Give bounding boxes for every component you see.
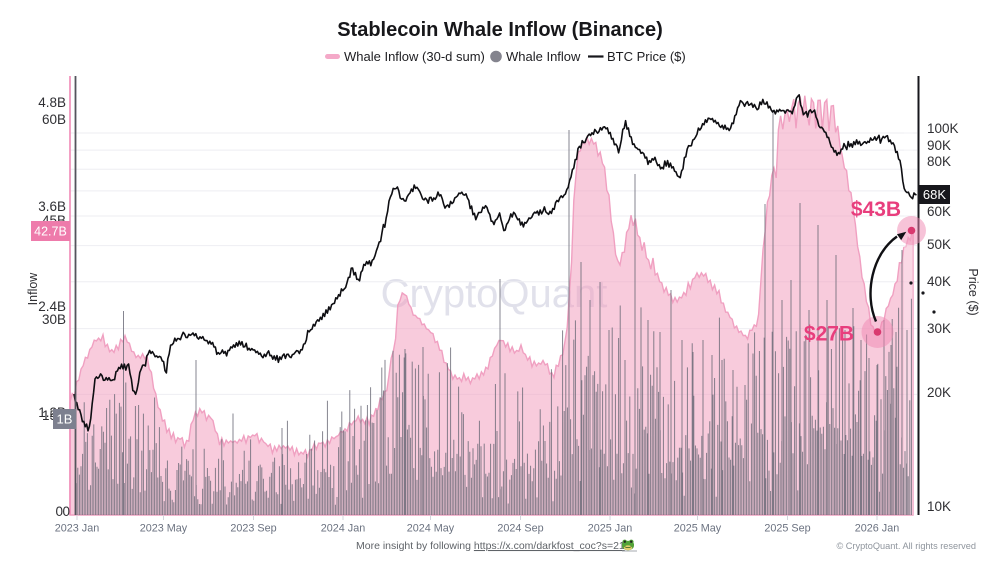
svg-text:68K: 68K	[923, 187, 946, 202]
svg-text:Inflow: Inflow	[26, 272, 40, 306]
svg-text:1B: 1B	[57, 412, 73, 427]
svg-text:0: 0	[55, 504, 63, 519]
svg-text:2024 May: 2024 May	[407, 523, 455, 535]
svg-text:Whale Inflow: Whale Inflow	[506, 49, 581, 64]
svg-text:$27B: $27B	[804, 323, 854, 346]
svg-text:BTC Price ($): BTC Price ($)	[607, 49, 686, 64]
svg-text:2023 Sep: 2023 Sep	[230, 523, 276, 535]
svg-text:Stablecoin Whale Inflow (Binan: Stablecoin Whale Inflow (Binance)	[337, 19, 663, 41]
svg-text:2023 May: 2023 May	[140, 523, 188, 535]
svg-text:60B: 60B	[42, 112, 66, 127]
svg-text:100K: 100K	[927, 121, 959, 136]
svg-text:50K: 50K	[927, 237, 951, 252]
svg-text:2025 May: 2025 May	[674, 523, 722, 535]
svg-text:30K: 30K	[927, 321, 951, 336]
svg-text:2025 Jan: 2025 Jan	[588, 523, 632, 535]
svg-text:Whale Inflow (30-d sum): Whale Inflow (30-d sum)	[344, 49, 485, 64]
svg-text:2025 Sep: 2025 Sep	[764, 523, 810, 535]
svg-text:2024 Sep: 2024 Sep	[497, 523, 543, 535]
svg-text:4.8B: 4.8B	[38, 95, 66, 110]
svg-text:42.7B: 42.7B	[34, 225, 67, 239]
svg-text:80K: 80K	[927, 154, 951, 169]
svg-text:3.6B: 3.6B	[38, 199, 66, 214]
svg-text:0: 0	[62, 504, 70, 519]
svg-text:2024 Jan: 2024 Jan	[321, 523, 365, 535]
svg-text:20K: 20K	[927, 385, 951, 400]
svg-text:2.4B: 2.4B	[38, 299, 66, 314]
svg-text:2026 Jan: 2026 Jan	[855, 523, 899, 535]
svg-text:90K: 90K	[927, 138, 951, 153]
svg-text:More insight by following http: More insight by following https://x.com/…	[356, 540, 625, 552]
svg-text:Price ($): Price ($)	[966, 268, 980, 315]
svg-text:60K: 60K	[927, 204, 951, 219]
svg-text:© CryptoQuant. All rights rese: © CryptoQuant. All rights reserved	[836, 541, 976, 551]
svg-text:2023 Jan: 2023 Jan	[55, 523, 99, 535]
svg-text:$43B: $43B	[851, 198, 901, 221]
svg-text:10K: 10K	[927, 499, 951, 514]
svg-text:30B: 30B	[42, 312, 66, 327]
svg-text:40K: 40K	[927, 274, 951, 289]
